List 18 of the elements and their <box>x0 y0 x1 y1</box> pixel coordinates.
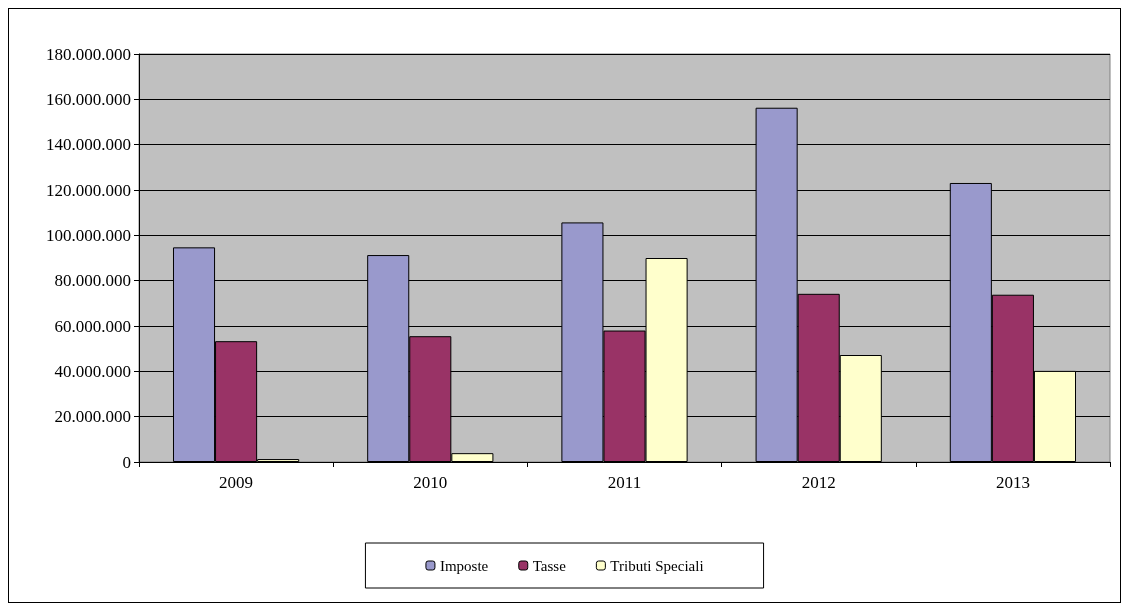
y-tick-label: 140.000.000 <box>46 135 131 155</box>
y-tick-label: 120.000.000 <box>46 180 131 200</box>
y-tick-label: 60.000.000 <box>54 316 131 336</box>
legend-label: Tasse <box>532 557 567 574</box>
y-tick-label: 40.000.000 <box>54 361 131 381</box>
x-tick-label: 2010 <box>413 473 448 492</box>
x-tick-label: 2011 <box>607 473 642 492</box>
y-tick-label: 20.000.000 <box>54 407 131 427</box>
x-tick-label: 2009 <box>219 473 254 492</box>
legend-label: Imposte <box>439 557 489 574</box>
legend-label: Tributi Speciali <box>610 557 704 574</box>
y-tick-label: 80.000.000 <box>54 271 131 291</box>
y-tick-label: 100.000.000 <box>46 225 131 245</box>
x-tick-label: 2013 <box>995 473 1030 492</box>
x-tick-label: 2012 <box>801 473 836 492</box>
y-tick-label: 0 <box>122 452 131 472</box>
y-tick-label: 180.000.000 <box>46 44 131 64</box>
y-tick-label: 160.000.000 <box>46 89 131 109</box>
